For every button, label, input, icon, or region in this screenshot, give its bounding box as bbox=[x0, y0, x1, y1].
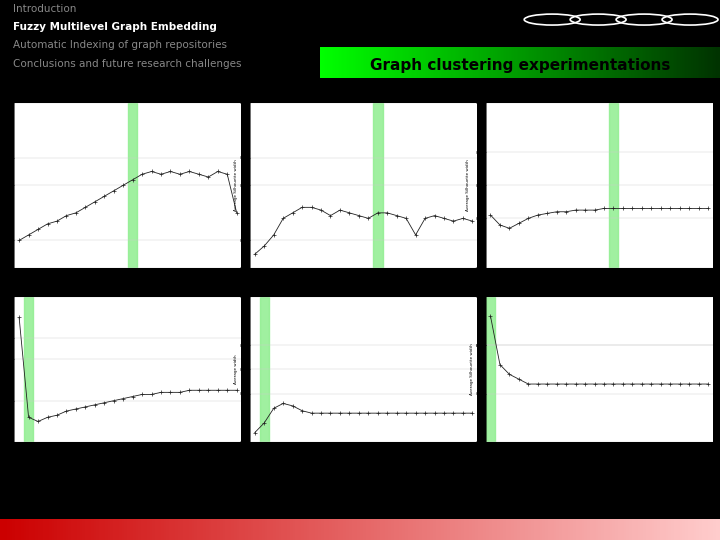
X-axis label: Number of clusters: Number of clusters bbox=[576, 278, 623, 282]
Bar bbox=[373, 103, 382, 268]
Text: The average Silhouette width ranges between [-1, 1]. The closer it is to 1, the : The average Silhouette width ranges betw… bbox=[50, 468, 546, 478]
Text: Letter-LOW, Letter-MED and Letter-HIGH: Letter-LOW, Letter-MED and Letter-HIGH bbox=[248, 279, 472, 288]
Bar bbox=[486, 296, 495, 442]
Text: Introduction: Introduction bbox=[13, 4, 76, 15]
Y-axis label: Average Silhouette width: Average Silhouette width bbox=[0, 159, 2, 211]
Text: GREC, Fingerprint and Mutagenicity: GREC, Fingerprint and Mutagenicity bbox=[260, 449, 460, 459]
Text: Conclusions and future research challenges: Conclusions and future research challeng… bbox=[13, 59, 241, 69]
Y-axis label: Average silhouette width: Average silhouette width bbox=[0, 344, 2, 395]
Bar bbox=[608, 103, 618, 268]
Bar bbox=[259, 296, 269, 442]
Bar bbox=[24, 296, 33, 442]
X-axis label: Number of clusters: Number of clusters bbox=[576, 452, 623, 457]
X-axis label: Number of clusters: Number of clusters bbox=[340, 278, 387, 282]
Y-axis label: Average Silhouette width: Average Silhouette width bbox=[469, 343, 474, 395]
Y-axis label: Average Silhouette width: Average Silhouette width bbox=[467, 159, 470, 211]
Y-axis label: Average width: Average width bbox=[234, 355, 238, 384]
X-axis label: Number of clusters: Number of clusters bbox=[104, 452, 151, 457]
Text: Fuzzy Multilevel Graph Embedding: Fuzzy Multilevel Graph Embedding bbox=[13, 22, 217, 32]
Text: ■: ■ bbox=[29, 475, 38, 485]
X-axis label: Number of clusters: Number of clusters bbox=[104, 278, 151, 282]
X-axis label: Number of clusters: Number of clusters bbox=[340, 452, 387, 457]
Bar bbox=[128, 103, 138, 268]
Y-axis label: Average Silhouette width: Average Silhouette width bbox=[234, 159, 238, 211]
Text: Graph clustering experimentations: Graph clustering experimentations bbox=[370, 58, 670, 73]
Text: Automatic Indexing of graph repositories: Automatic Indexing of graph repositories bbox=[13, 40, 227, 50]
Text: the clustering quality.: the clustering quality. bbox=[50, 484, 168, 495]
